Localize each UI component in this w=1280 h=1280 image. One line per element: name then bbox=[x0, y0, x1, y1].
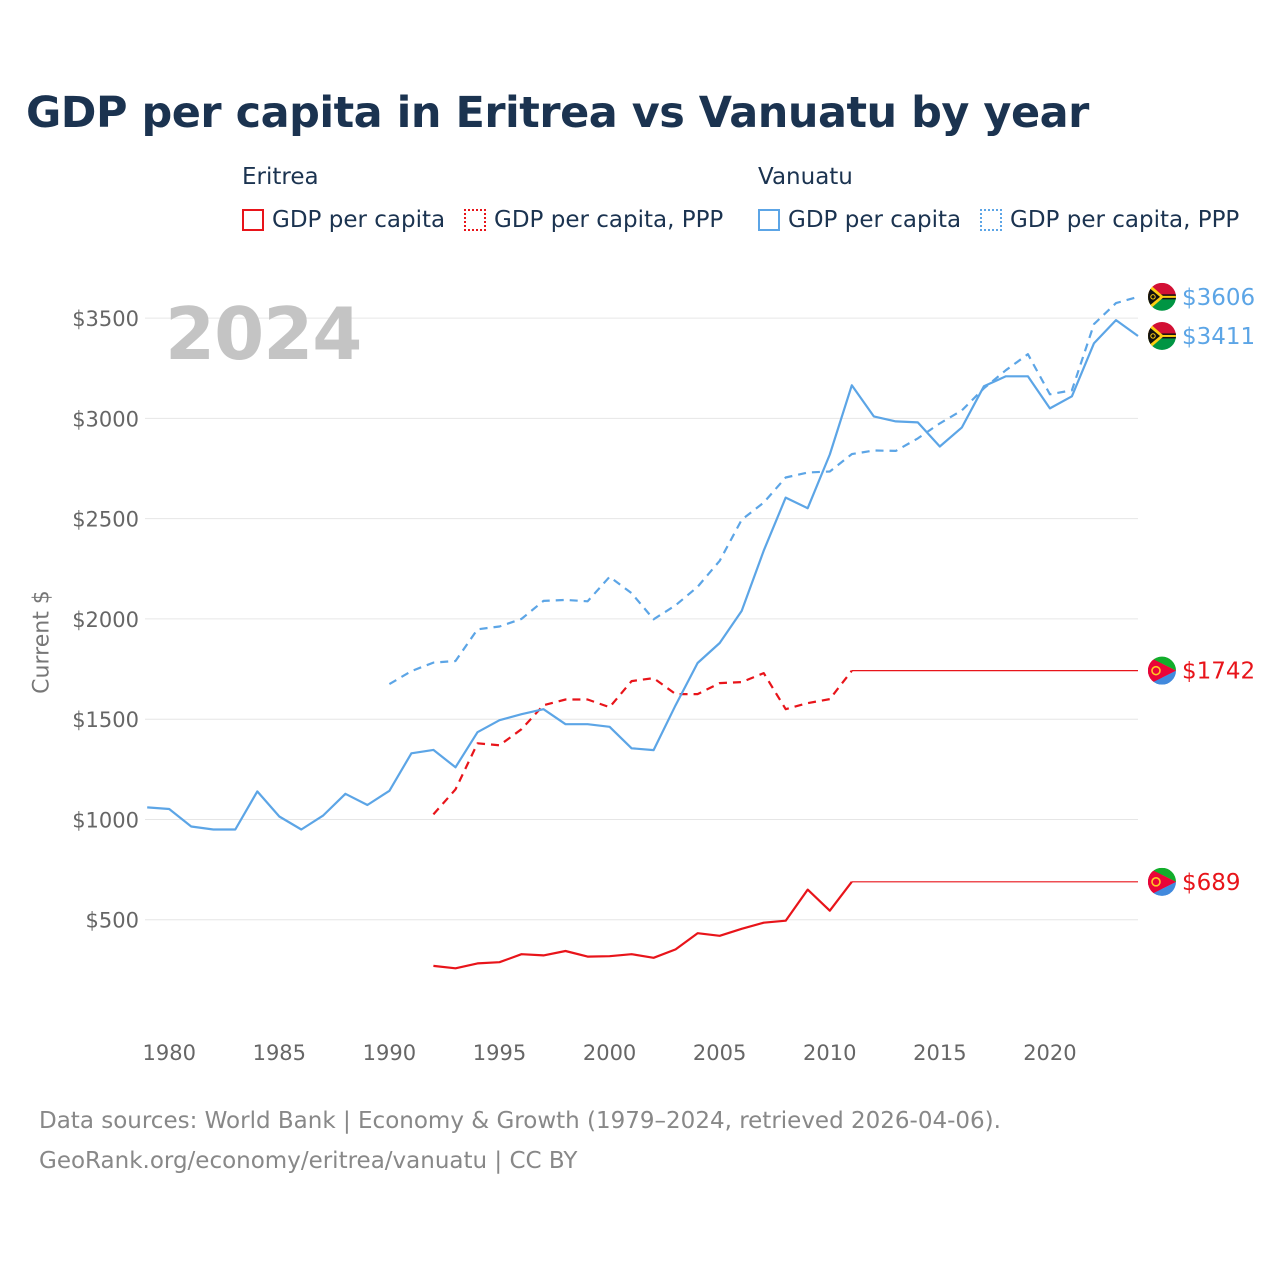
legend-vanuatu-gdp[interactable]: GDP per capita bbox=[758, 205, 961, 235]
end-label-1: $1742 bbox=[1182, 659, 1255, 685]
source-line-2[interactable]: GeoRank.org/economy/eritrea/vanuatu | CC… bbox=[39, 1148, 578, 1174]
legend-label: GDP per capita bbox=[788, 207, 962, 233]
end-flags bbox=[1148, 282, 1176, 896]
end-label-2: $3411 bbox=[1182, 324, 1255, 350]
legend-vanuatu-gdp-ppp[interactable]: GDP per capita, PPP bbox=[980, 205, 1239, 235]
gridlines bbox=[145, 317, 1138, 921]
legend-swatch-solid-red bbox=[242, 209, 264, 231]
y-axis-ticks: $500 $1000 $1500 $2000 $2500 $3000 $3500 bbox=[72, 307, 139, 933]
vanuatu-flag-icon bbox=[1148, 282, 1176, 311]
x-tick-label: 1990 bbox=[363, 1041, 416, 1065]
legend-label: GDP per capita bbox=[272, 207, 446, 233]
x-tick-label: 1995 bbox=[473, 1041, 526, 1065]
legend-swatch-dotted-blue bbox=[980, 209, 1002, 231]
y-tick-label: $3500 bbox=[72, 307, 139, 331]
series-line-2 bbox=[147, 319, 1139, 831]
legend-label: GDP per capita, PPP bbox=[1010, 207, 1240, 233]
series-line-1 bbox=[432, 670, 853, 816]
x-tick-label: 2010 bbox=[803, 1041, 856, 1065]
eritrea-flag-icon bbox=[1148, 656, 1176, 685]
legend-label: GDP per capita, PPP bbox=[494, 207, 724, 233]
y-tick-label: $3000 bbox=[72, 407, 139, 431]
series-lines bbox=[147, 295, 1139, 970]
y-axis-label: Current $ bbox=[29, 590, 55, 694]
y-tick-label: $1000 bbox=[72, 808, 139, 832]
y-tick-label: $1500 bbox=[72, 708, 139, 732]
source-line-1: Data sources: World Bank | Economy & Gro… bbox=[39, 1108, 1001, 1134]
end-label-3: $3606 bbox=[1182, 285, 1255, 311]
y-tick-label: $2000 bbox=[72, 608, 139, 632]
year-watermark: 2024 bbox=[165, 292, 362, 376]
legend-swatch-dotted-red bbox=[464, 209, 486, 231]
legend-eritrea-gdp-ppp[interactable]: GDP per capita, PPP bbox=[464, 205, 723, 235]
eritrea-flag-icon bbox=[1148, 867, 1176, 896]
vanuatu-flag-icon bbox=[1148, 321, 1176, 350]
chart-title: GDP per capita in Eritrea vs Vanuatu by … bbox=[26, 88, 1089, 138]
x-tick-label: 1985 bbox=[253, 1041, 306, 1065]
x-tick-label: 1980 bbox=[142, 1041, 195, 1065]
x-tick-label: 2020 bbox=[1023, 1041, 1076, 1065]
x-tick-label: 2000 bbox=[583, 1041, 636, 1065]
legend-eritrea-gdp[interactable]: GDP per capita bbox=[242, 205, 445, 235]
legend-swatch-solid-blue bbox=[758, 209, 780, 231]
x-tick-label: 2015 bbox=[913, 1041, 966, 1065]
legend-group-vanuatu: Vanuatu bbox=[758, 164, 853, 190]
end-label-0: $689 bbox=[1182, 870, 1241, 896]
series-line-0 bbox=[433, 881, 853, 970]
y-tick-label: $2500 bbox=[72, 508, 139, 532]
x-tick-label: 2005 bbox=[693, 1041, 746, 1065]
series-line-3 bbox=[388, 295, 1139, 686]
end-labels: $689 $1742 $3411 $3606 bbox=[1182, 285, 1255, 896]
x-axis-ticks: 1980 1985 1990 1995 2000 2005 2010 2015 2020 bbox=[142, 1041, 1076, 1065]
legend-group-eritrea: Eritrea bbox=[242, 164, 319, 190]
y-tick-label: $500 bbox=[86, 909, 139, 933]
